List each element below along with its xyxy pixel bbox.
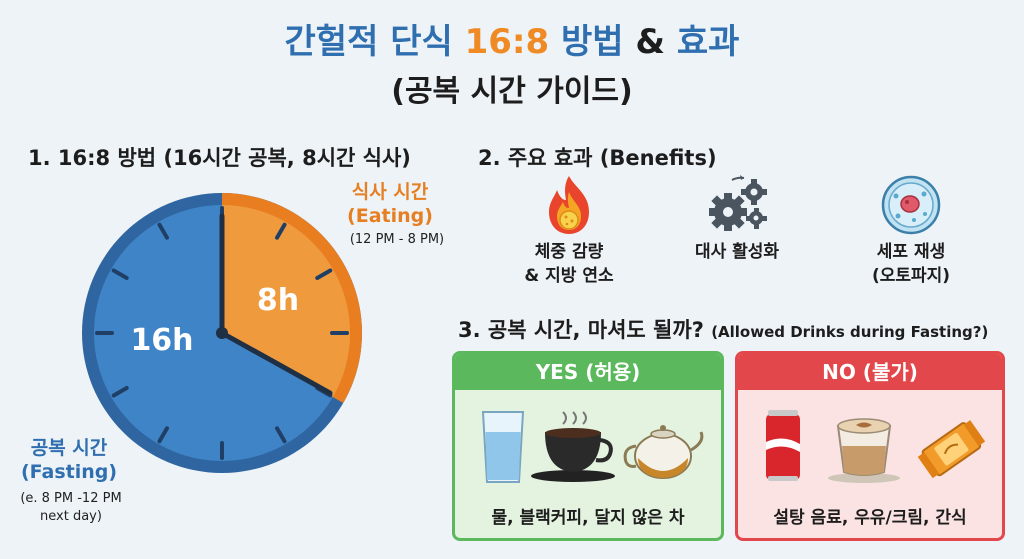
subtitle: (공복 시간 가이드)	[391, 74, 633, 109]
fasting-hours-label: 16h	[130, 323, 193, 358]
teapot-icon	[623, 425, 704, 479]
benefit-weight-loss: 체중 감량 & 지방 연소	[494, 174, 644, 288]
cell-icon	[881, 175, 941, 235]
black-coffee-icon	[531, 411, 615, 482]
section2-heading: 2. 주요 효과 (Benefits)	[478, 146, 717, 170]
fire-icon	[549, 176, 589, 234]
water-glass-icon	[481, 411, 525, 483]
not-allowed-card-header: NO (불가)	[738, 354, 1002, 390]
snack-bar-icon	[917, 420, 986, 479]
eating-label: 식사 시간 (Eating)	[347, 181, 433, 227]
main-title: 간헐적 단식 16:8 방법 & 효과	[284, 22, 740, 62]
fasting-label: 공복 시간 (Fasting)	[20, 437, 118, 483]
not-allowed-icons	[766, 410, 986, 483]
section1-heading: 1. 16:8 방법 (16시간 공복, 8시간 식사)	[28, 146, 411, 170]
soda-can-icon	[766, 410, 800, 481]
benefit-autophagy: 세포 재생 (오토파지)	[836, 174, 986, 288]
section3-heading: 3. 공복 시간, 마셔도 될까? (Allowed Drinks during…	[458, 318, 989, 342]
fasting-clock: 16h 8h	[82, 193, 362, 473]
clock-center	[216, 327, 228, 339]
not-allowed-card: NO (불가) 설탕 음료, 우유/크림, 간식	[735, 351, 1005, 541]
eating-hours-label: 8h	[257, 283, 299, 318]
allowed-drinks-card: YES (허용) 물, 블랙커피, 달지 않은 차	[452, 351, 724, 541]
latte-icon	[828, 418, 900, 483]
benefit-metabolism: 대사 활성화	[662, 174, 812, 264]
fasting-time: (e. 8 PM -12 PM next day)	[20, 491, 122, 524]
allowed-drinks-icons	[481, 411, 704, 483]
eating-time: (12 PM - 8 PM)	[349, 232, 445, 247]
not-allowed-drinks-text: 설탕 음료, 우유/크림, 간식	[773, 508, 967, 528]
allowed-card-header: YES (허용)	[455, 354, 721, 390]
gears-icon	[709, 175, 767, 231]
allowed-drinks-text: 물, 블랙커피, 달지 않은 차	[491, 508, 685, 528]
minute-hand	[219, 330, 333, 396]
